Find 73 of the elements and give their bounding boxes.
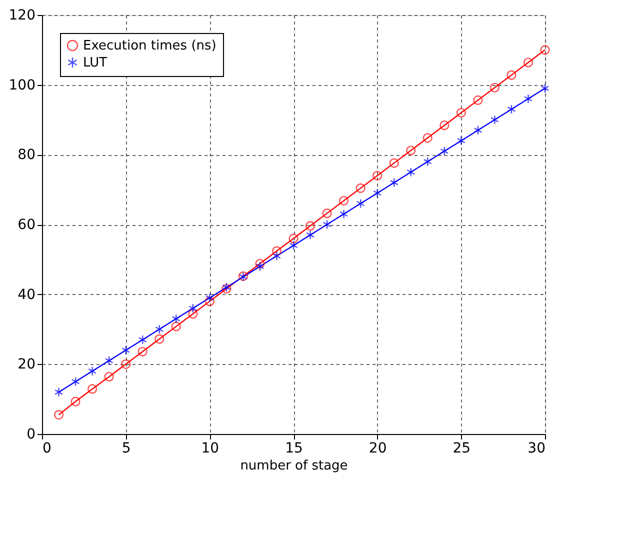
x-tick-label: 10 <box>201 440 220 456</box>
point <box>440 146 449 156</box>
point <box>138 346 148 356</box>
point <box>188 304 198 314</box>
point <box>104 372 114 382</box>
point <box>340 209 348 219</box>
y-tick-label: 40 <box>18 286 36 303</box>
point <box>256 262 264 272</box>
point <box>389 158 399 168</box>
y-tick-label: 80 <box>18 147 36 164</box>
point <box>121 359 131 369</box>
legend-label: LUT <box>83 56 108 70</box>
point <box>540 45 550 55</box>
point <box>54 387 64 397</box>
legend-label: Execution times (ns) <box>83 38 216 54</box>
x-tick-label: 25 <box>452 440 471 456</box>
point <box>70 396 80 406</box>
point <box>422 133 432 143</box>
point <box>322 208 332 218</box>
point <box>88 384 98 394</box>
point <box>490 114 499 125</box>
point <box>306 230 315 240</box>
point <box>473 95 483 105</box>
point <box>356 183 366 193</box>
point <box>390 178 398 188</box>
point <box>456 136 466 146</box>
point <box>406 146 416 156</box>
point <box>440 120 450 130</box>
point <box>155 324 164 334</box>
point <box>255 258 265 268</box>
point <box>171 322 181 332</box>
point <box>322 220 332 230</box>
point <box>71 376 80 386</box>
point <box>272 246 282 256</box>
point <box>154 334 164 344</box>
y-tick-label: 120 <box>8 8 36 24</box>
point <box>204 296 214 306</box>
y-tick-label: 100 <box>8 77 36 94</box>
point <box>456 108 466 118</box>
point <box>356 198 365 208</box>
x-tick-label: 5 <box>122 440 131 456</box>
y-tick-label: 60 <box>18 217 36 233</box>
point <box>524 94 532 104</box>
point <box>490 82 500 92</box>
x-tick-label: 0 <box>42 440 52 456</box>
point <box>373 188 382 198</box>
point <box>474 125 482 136</box>
point <box>540 84 550 94</box>
x-tick-label: 30 <box>528 440 546 456</box>
point <box>138 334 147 345</box>
point <box>205 293 214 303</box>
point <box>272 251 281 261</box>
point <box>122 345 130 355</box>
y-tick-label: 20 <box>18 356 36 373</box>
point <box>288 234 298 244</box>
point <box>523 58 534 68</box>
point <box>305 221 316 231</box>
point <box>88 366 97 376</box>
x-axis-title: number of stage <box>240 458 348 474</box>
point <box>506 70 516 80</box>
point <box>406 167 416 177</box>
point <box>507 104 516 114</box>
point <box>104 356 114 366</box>
point <box>289 240 298 250</box>
point <box>172 314 180 324</box>
y-tick-label: 0 <box>26 426 36 442</box>
x-tick-label: 20 <box>368 440 387 456</box>
point <box>423 156 432 166</box>
point <box>188 309 198 319</box>
point <box>54 410 64 420</box>
x-tick-label: 15 <box>285 440 303 456</box>
point <box>339 196 349 206</box>
point <box>372 170 382 180</box>
